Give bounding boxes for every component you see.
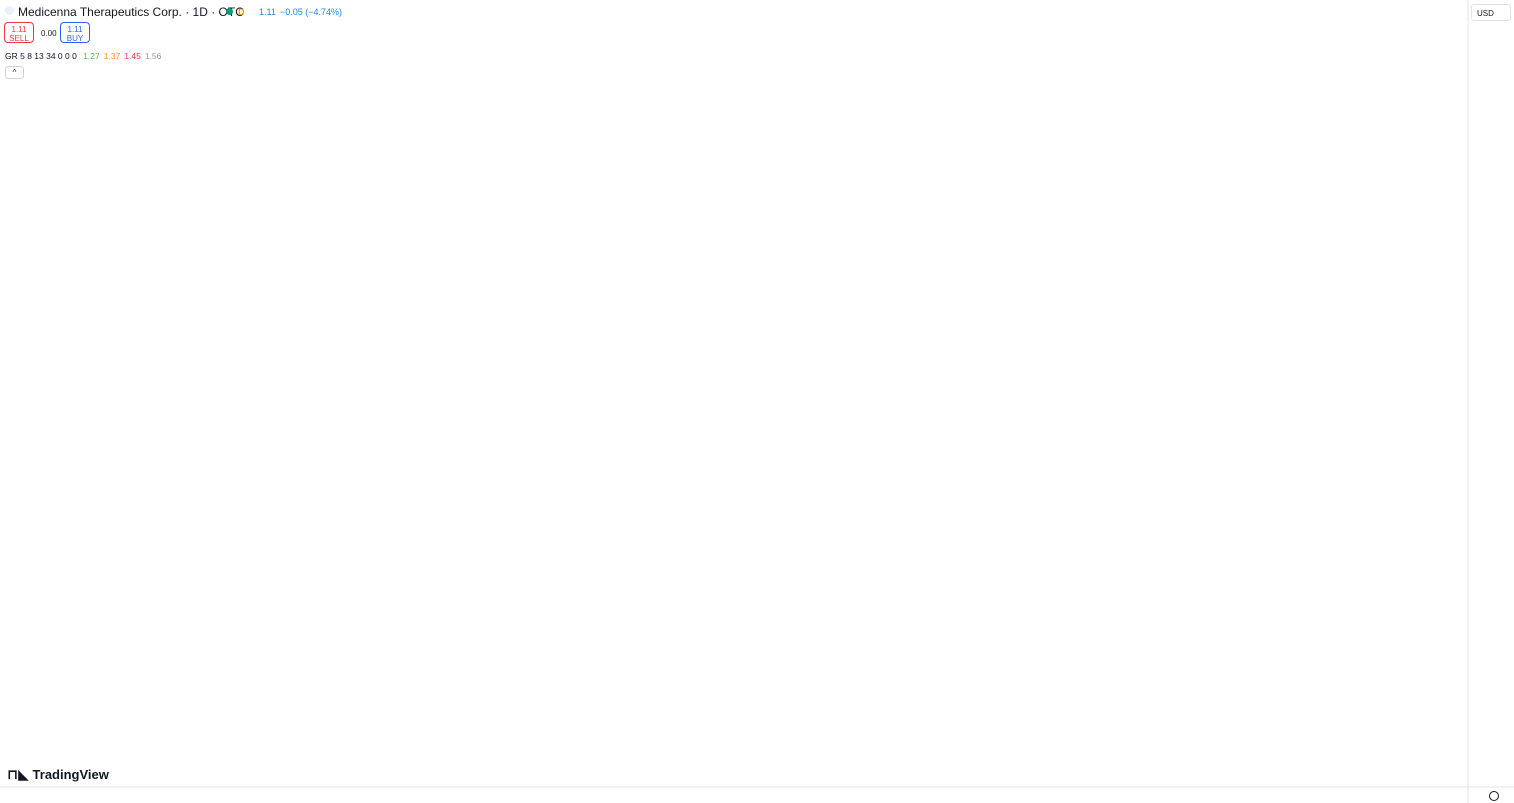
- currency: USD: [1477, 9, 1494, 18]
- sell-label: SELL: [9, 34, 29, 43]
- buy-price: 1.11: [67, 25, 83, 34]
- market-status: [226, 8, 233, 15]
- buy-button[interactable]: 1.11 BUY: [60, 22, 90, 43]
- indicator-value: 1.56: [144, 51, 162, 61]
- indicator-value: 1.27: [83, 51, 100, 61]
- logo: ⊓◣ TradingView: [7, 766, 109, 783]
- currency-button[interactable]: USD: [1471, 4, 1511, 21]
- settings-icon[interactable]: [1489, 791, 1499, 801]
- last-price: 1.11: [259, 7, 276, 17]
- collapse-button[interactable]: ^: [5, 66, 24, 79]
- spread: 0.00: [41, 29, 57, 38]
- symbol-icon: [5, 6, 14, 15]
- price-change: −0.05 (−4.74%): [280, 7, 343, 17]
- sell-button[interactable]: 1.11 SELL: [4, 22, 34, 43]
- indicator-value: 1.45: [124, 51, 141, 61]
- buy-label: BUY: [66, 34, 84, 43]
- indicator-value: 1.37: [103, 51, 121, 61]
- sell-price: 1.11: [11, 25, 27, 34]
- indicator-name: GR 5 8 13 34 0 0 0: [5, 51, 77, 61]
- indicator-legend: GR 5 8 13 34 0 0 0 1.27 1.37 1.45 1.56: [5, 51, 161, 61]
- logo-mark: ⊓◣: [7, 766, 29, 782]
- badge: D: [238, 7, 245, 17]
- logo-text: TradingView: [32, 767, 109, 782]
- symbol-title: Medicenna Therapeutics Corp. · 1D · OTC: [18, 5, 244, 19]
